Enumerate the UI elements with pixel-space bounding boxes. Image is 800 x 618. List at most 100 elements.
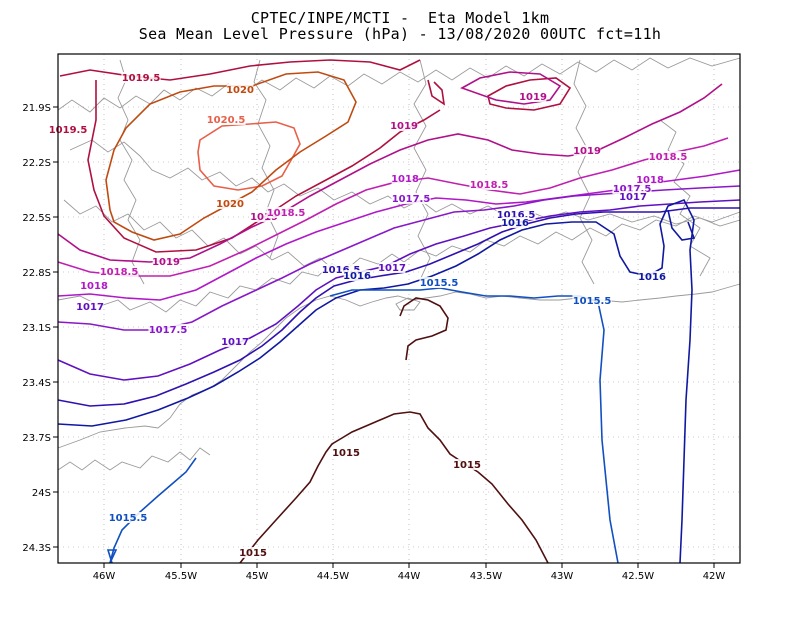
isobar-label: 1015.5 xyxy=(109,513,148,524)
isobar-1015-5 xyxy=(329,287,619,564)
isobar-1020 xyxy=(105,71,357,241)
y-tick-label: 23.4S xyxy=(22,378,51,389)
isobar-label: 1018.5 xyxy=(100,267,139,278)
x-tick-label: 43.5W xyxy=(470,571,502,582)
isobar-1015-5 xyxy=(109,457,197,564)
isobar-label-background xyxy=(216,198,244,209)
isobar-1020-5 xyxy=(197,121,301,191)
y-tick-label: 21.9S xyxy=(22,103,51,114)
isobar-label-background xyxy=(152,256,180,267)
isobar-label: 1019.5 xyxy=(122,73,161,84)
map-frame xyxy=(57,53,741,564)
isobar-label-background xyxy=(612,183,652,194)
isobar-1015-5 xyxy=(106,549,118,564)
coastline xyxy=(57,283,741,449)
isobar-label: 1018 xyxy=(391,174,419,185)
isobar-label: 1015.5 xyxy=(573,296,612,307)
isobar-label: 1020.5 xyxy=(207,115,246,126)
isobar-label-background xyxy=(48,124,88,135)
x-tick-label: 44W xyxy=(398,571,421,582)
isobar-label-background xyxy=(391,193,431,204)
isobar-label-background xyxy=(378,262,406,273)
isobar-label-background xyxy=(519,91,547,102)
x-tick-label: 46W xyxy=(93,571,116,582)
isobar-label-background xyxy=(76,301,104,312)
x-tick-label: 45.5W xyxy=(165,571,197,582)
isobar-label: 1017 xyxy=(76,302,104,313)
isobar-label-background xyxy=(99,266,139,277)
y-tick-label: 22.5S xyxy=(22,213,51,224)
state-border xyxy=(117,59,145,285)
chart-title: CPTEC/INPE/MCTI - Eta Model 1km xyxy=(250,9,550,27)
isobar-1019 xyxy=(57,83,723,263)
isobar-1015 xyxy=(399,297,449,361)
isobar-label: 1015 xyxy=(453,460,481,471)
isobar-label-background xyxy=(469,179,509,190)
isobar-label-background xyxy=(648,151,688,162)
y-tick-label: 24S xyxy=(32,488,51,499)
isobar-label: 1016 xyxy=(343,271,371,282)
isobar-label-background xyxy=(453,459,481,470)
isobar-label: 1016 xyxy=(638,272,666,283)
state-border xyxy=(57,447,211,471)
isobar-label: 1018.5 xyxy=(470,180,509,191)
y-tick-label: 23.7S xyxy=(22,433,51,444)
isobar-label: 1015 xyxy=(239,548,267,559)
isobar-1019-5 xyxy=(487,77,572,111)
isobar-label-background xyxy=(390,120,418,131)
isobar-label-background xyxy=(391,173,419,184)
isobar-label-background xyxy=(343,270,371,281)
axis-ticks: 46W 45.5W 45W 44.5W 44W 43.5W 43W 42.5W 42W 21.9S… xyxy=(22,103,725,582)
isobar-label-background xyxy=(572,295,612,306)
isobar-label-background xyxy=(148,324,188,335)
isobar-label: 1019 xyxy=(250,212,278,223)
isobar-label: 1018 xyxy=(80,281,108,292)
y-tick-label: 24.3S xyxy=(22,543,51,554)
isobar-label: 1019 xyxy=(573,146,601,157)
state-border xyxy=(253,59,279,259)
isobar-label: 1016.5 xyxy=(322,265,361,276)
x-tick-label: 43W xyxy=(551,571,574,582)
isobar-label: 1019 xyxy=(152,257,180,268)
isobar-label-background xyxy=(266,207,306,218)
isobar-label: 1017 xyxy=(221,337,249,348)
y-tick-label: 22.8S xyxy=(22,268,51,279)
isobar-label-background xyxy=(221,336,249,347)
isobar-label: 1018.5 xyxy=(649,152,688,163)
isobar-label: 1016 xyxy=(501,218,529,229)
isobar-label-background xyxy=(80,280,108,291)
state-border xyxy=(57,211,741,313)
isobar-label: 1017.5 xyxy=(613,184,652,195)
isobar-label: 1017 xyxy=(378,263,406,274)
isobar-label-background xyxy=(108,512,148,523)
isobar-label-background xyxy=(619,191,647,202)
isobar-label-background xyxy=(206,114,246,125)
x-tick-label: 42.5W xyxy=(622,571,654,582)
y-tick-label: 23.1S xyxy=(22,323,51,334)
chart-title-block: CPTEC/INPE/MCTI - Eta Model 1km Sea Mean… xyxy=(0,10,800,42)
isobar-label-background xyxy=(501,217,529,228)
chart-subtitle: Sea Mean Level Pressure (hPa) - 13/08/20… xyxy=(138,25,662,43)
isobar-1019-5 xyxy=(427,79,446,106)
isobar-1019 xyxy=(460,71,562,105)
isobar-label-background xyxy=(573,145,601,156)
isobar-label-background xyxy=(226,84,254,95)
isobar-label-background xyxy=(638,271,666,282)
isobar-1015 xyxy=(239,411,549,564)
isobar-label-background xyxy=(321,264,361,275)
isobar-label: 1018.5 xyxy=(267,208,306,219)
isobar-label: 1015 xyxy=(332,448,360,459)
isobar-label: 1016.5 xyxy=(497,210,536,221)
isobar-label: 1019 xyxy=(519,92,547,103)
isobar-label-background xyxy=(636,174,664,185)
isobar-1016 xyxy=(57,198,695,564)
state-border xyxy=(573,59,595,285)
isobar-label: 1017 xyxy=(619,192,647,203)
isobar-label: 1018 xyxy=(636,175,664,186)
isobar-1016-5 xyxy=(57,207,740,407)
isobar-label-background xyxy=(419,277,459,288)
isobar-label: 1017.5 xyxy=(392,194,431,205)
isobar-labels: 1020.5102010201019.51019.510191019101910… xyxy=(48,72,688,559)
state-border xyxy=(57,57,741,113)
state-border xyxy=(413,59,431,281)
